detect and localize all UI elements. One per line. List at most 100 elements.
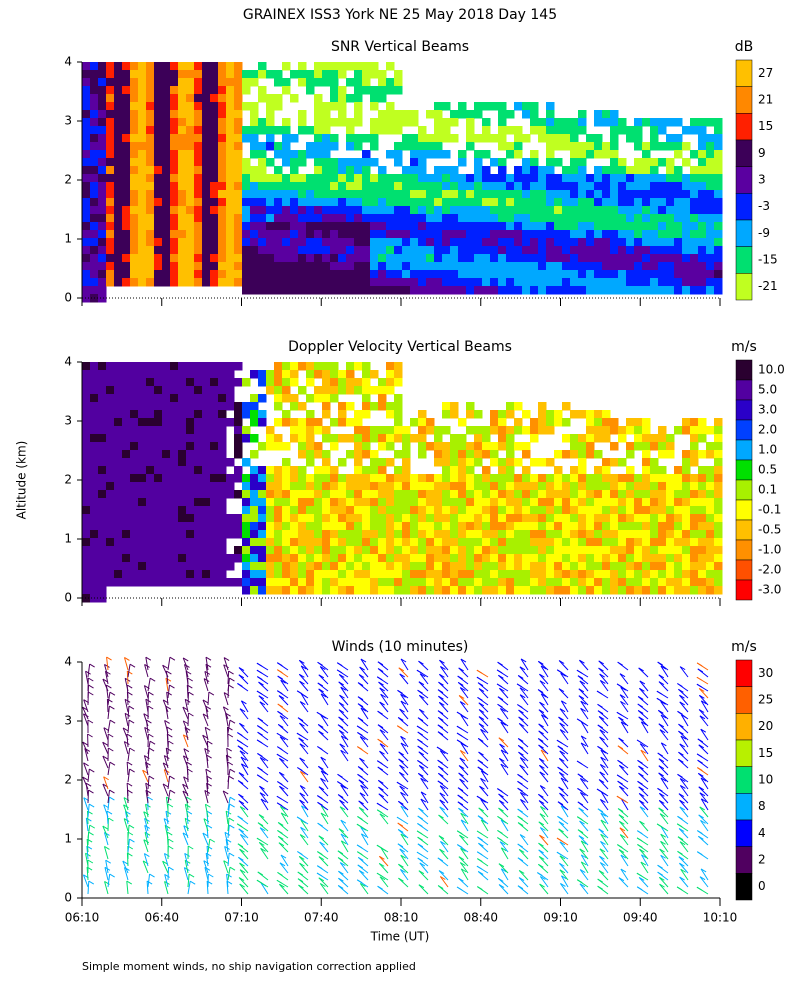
field-cell <box>170 562 179 571</box>
field-cell <box>458 538 467 547</box>
field-cell <box>634 418 643 427</box>
field-cell <box>170 158 179 167</box>
field-cell <box>674 174 683 183</box>
field-cell <box>474 570 483 579</box>
wind-barb <box>378 855 389 867</box>
field-cell <box>410 174 419 183</box>
field-cell <box>426 238 435 247</box>
field-cell <box>194 110 203 119</box>
wind-barb-flag <box>162 860 168 865</box>
field-cell <box>466 206 475 215</box>
field-cell <box>586 482 595 491</box>
wind-barb <box>399 764 409 776</box>
field-cell <box>266 246 275 255</box>
field-cell <box>490 554 499 563</box>
field-cell <box>450 522 459 531</box>
wind-barb-flag <box>226 747 232 752</box>
wind-barb <box>418 709 429 720</box>
wind-barb <box>223 664 229 678</box>
field-cell <box>242 182 251 191</box>
field-cell <box>498 190 507 199</box>
field-cell <box>322 586 331 595</box>
field-cell <box>426 426 435 435</box>
field-cell <box>138 174 147 183</box>
field-cell <box>90 514 99 523</box>
wind-barb-flag <box>259 701 266 706</box>
field-cell <box>266 174 275 183</box>
field-cell <box>450 254 459 263</box>
field-cell <box>658 246 667 255</box>
field-cell <box>402 254 411 263</box>
wind-barb <box>339 799 349 811</box>
field-cell <box>610 134 619 143</box>
field-cell <box>610 142 619 151</box>
wind-barb-flag <box>296 690 303 695</box>
field-cell <box>458 206 467 215</box>
field-cell <box>282 214 291 223</box>
field-cell <box>266 126 275 135</box>
field-cell <box>474 246 483 255</box>
field-cell <box>282 474 291 483</box>
field-cell <box>578 254 587 263</box>
field-cell <box>290 362 299 371</box>
field-cell <box>266 370 275 379</box>
wind-barb-flag <box>280 812 287 817</box>
field-cell <box>98 522 107 531</box>
field-cell <box>450 410 459 419</box>
wind-barb-flag <box>357 696 364 701</box>
field-cell <box>282 490 291 499</box>
wind-barb <box>398 771 409 783</box>
field-cell <box>322 498 331 507</box>
wind-barb <box>400 694 409 706</box>
wind-barb <box>279 785 289 797</box>
field-cell <box>194 166 203 175</box>
field-cell <box>682 562 691 571</box>
field-cell <box>458 158 467 167</box>
field-cell <box>290 562 299 571</box>
field-cell <box>202 230 211 239</box>
field-cell <box>586 262 595 271</box>
field-cell <box>314 482 323 491</box>
wind-barb <box>206 845 209 860</box>
field-cell <box>138 466 147 475</box>
field-cell <box>506 538 515 547</box>
wind-barb-flag <box>377 668 384 672</box>
field-cell <box>106 246 115 255</box>
wind-barb <box>124 713 129 727</box>
field-cell <box>106 78 115 87</box>
field-cell <box>634 286 643 295</box>
field-cell <box>698 198 707 207</box>
field-cell <box>514 270 523 279</box>
field-cell <box>466 254 475 263</box>
field-cell <box>442 246 451 255</box>
field-cell <box>538 230 547 239</box>
field-cell <box>714 570 723 579</box>
field-cell <box>90 538 99 547</box>
field-cell <box>410 254 419 263</box>
wind-barb <box>238 674 249 685</box>
field-cell <box>562 522 571 531</box>
wind-barb-flag <box>257 725 263 730</box>
field-cell <box>250 166 259 175</box>
field-cell <box>234 126 243 135</box>
field-cell <box>170 278 179 287</box>
field-cell <box>482 238 491 247</box>
field-cell <box>378 222 387 231</box>
wind-barb <box>240 700 249 713</box>
field-cell <box>634 238 643 247</box>
field-cell <box>482 190 491 199</box>
field-cell <box>498 570 507 579</box>
wind-barb-flag <box>236 823 243 828</box>
wind-barb <box>320 805 329 818</box>
field-cell <box>266 182 275 191</box>
field-cell <box>250 538 259 547</box>
field-cell <box>98 386 107 395</box>
wind-barb-flag <box>189 880 196 885</box>
field-cell <box>90 378 99 387</box>
field-cell <box>258 554 267 563</box>
field-cell <box>250 402 259 411</box>
field-cell <box>386 190 395 199</box>
field-cell <box>650 286 659 295</box>
field-cell <box>458 198 467 207</box>
field-cell <box>362 450 371 459</box>
